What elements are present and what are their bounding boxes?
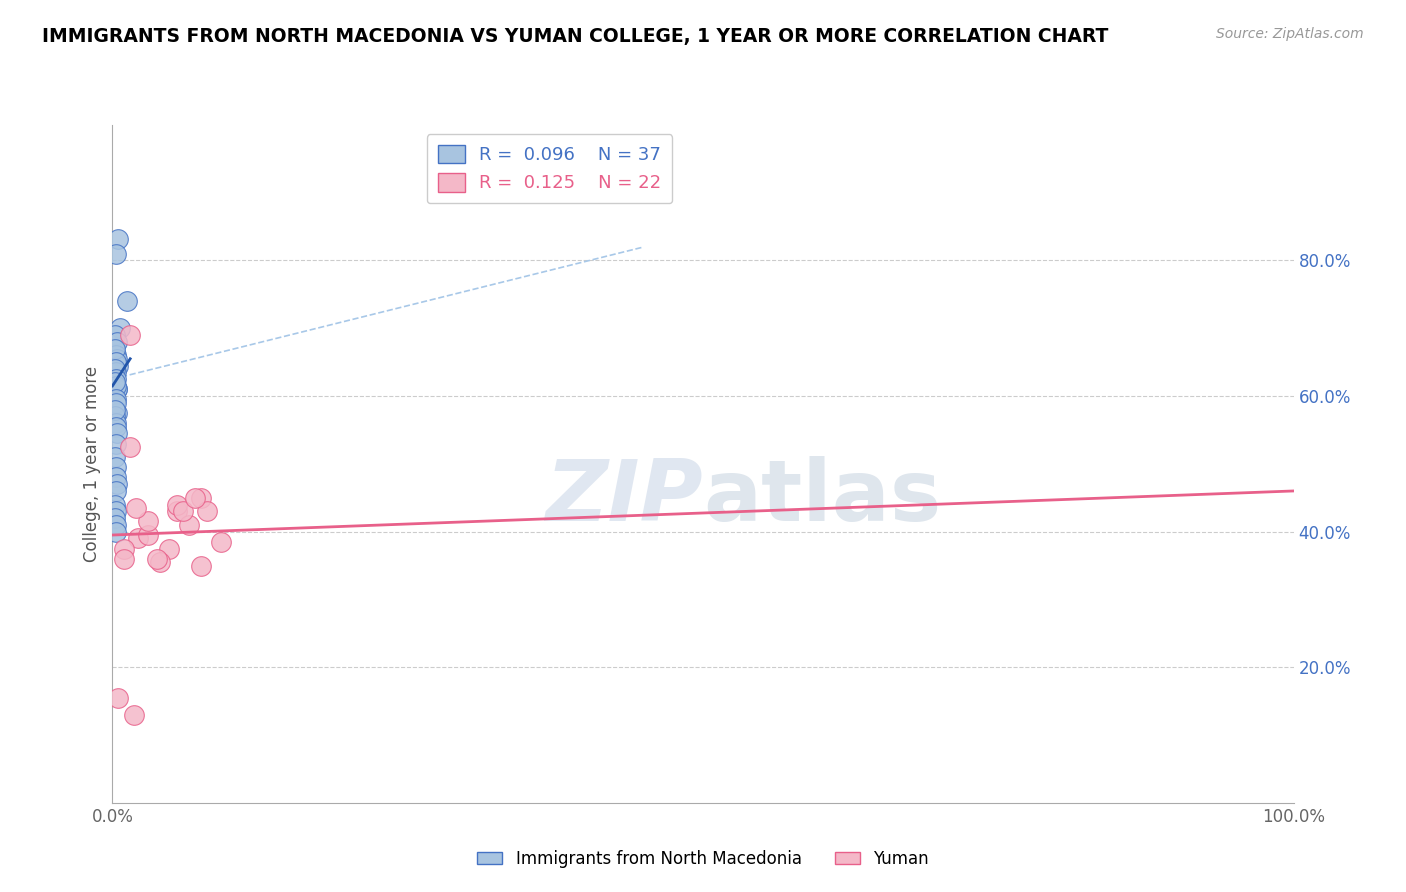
Point: [104, 409, 127, 424]
Point: [105, 460, 128, 475]
Point: [105, 334, 128, 349]
Point: [104, 402, 127, 417]
Point: [209, 534, 232, 549]
Point: [105, 436, 128, 450]
Point: [112, 541, 135, 556]
Point: [105, 470, 128, 484]
Point: [146, 551, 169, 566]
Point: [190, 558, 212, 573]
Point: [157, 541, 180, 556]
Point: [107, 232, 129, 246]
Point: [105, 348, 128, 362]
Point: [172, 504, 194, 518]
Text: IMMIGRANTS FROM NORTH MACEDONIA VS YUMAN COLLEGE, 1 YEAR OR MORE CORRELATION CHA: IMMIGRANTS FROM NORTH MACEDONIA VS YUMAN…: [42, 27, 1108, 45]
Point: [104, 328, 127, 343]
Point: [107, 690, 129, 705]
Point: [108, 321, 131, 335]
Point: [105, 483, 128, 498]
Point: [105, 382, 128, 396]
Point: [104, 498, 127, 512]
Point: [179, 517, 201, 532]
Point: [190, 491, 212, 505]
Point: [127, 532, 149, 546]
Point: [122, 707, 145, 722]
Point: [104, 450, 127, 464]
Point: [105, 246, 128, 260]
Point: [105, 416, 128, 430]
Point: [120, 440, 142, 454]
Point: [115, 294, 138, 309]
Point: [105, 477, 128, 491]
Point: [104, 511, 127, 525]
Point: [105, 524, 128, 539]
Point: [105, 517, 128, 532]
Point: [166, 504, 188, 518]
Point: [107, 359, 129, 373]
Point: [105, 382, 128, 396]
Point: [105, 355, 128, 369]
Text: Source: ZipAtlas.com: Source: ZipAtlas.com: [1216, 27, 1364, 41]
Point: [112, 551, 135, 566]
Point: [104, 362, 127, 376]
Point: [136, 528, 159, 542]
Point: [105, 365, 128, 379]
Point: [105, 419, 128, 434]
Point: [105, 504, 128, 518]
Point: [105, 406, 128, 420]
Text: ZIP: ZIP: [546, 456, 703, 540]
Point: [149, 555, 172, 569]
Point: [184, 491, 207, 505]
Point: [120, 328, 142, 343]
Point: [105, 351, 128, 366]
Point: [125, 500, 148, 515]
Point: [104, 342, 127, 356]
Point: [105, 372, 128, 386]
Point: [105, 392, 128, 407]
Point: [104, 376, 127, 390]
Point: [166, 498, 188, 512]
Point: [136, 515, 159, 529]
Point: [195, 504, 218, 518]
Point: [105, 379, 128, 393]
Legend: Immigrants from North Macedonia, Yuman: Immigrants from North Macedonia, Yuman: [471, 844, 935, 875]
Point: [105, 426, 128, 441]
Legend: R =  0.096    N = 37, R =  0.125    N = 22: R = 0.096 N = 37, R = 0.125 N = 22: [427, 134, 672, 203]
Point: [105, 396, 128, 410]
Text: atlas: atlas: [703, 456, 941, 540]
Y-axis label: College, 1 year or more: College, 1 year or more: [83, 366, 101, 562]
